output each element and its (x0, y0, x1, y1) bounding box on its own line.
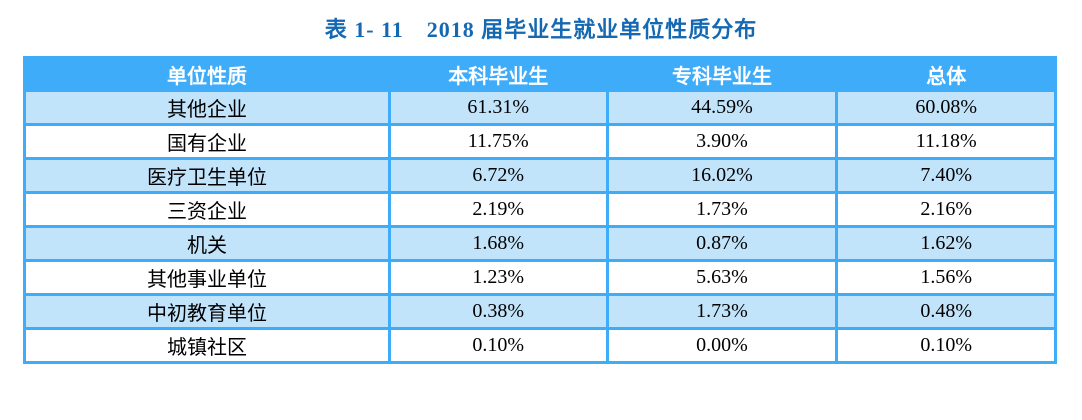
value-cell: 60.08% (835, 89, 1057, 126)
value-cell: 0.48% (835, 293, 1057, 330)
value-cell: 0.00% (605, 327, 839, 364)
value-cell: 1.62% (835, 225, 1057, 262)
row-label-cell: 城镇社区 (23, 327, 391, 364)
table-row: 机关 1.68% 0.87% 1.62% (23, 225, 1057, 262)
value-cell: 1.73% (605, 191, 839, 228)
table-row: 中初教育单位 0.38% 1.73% 0.48% (23, 293, 1057, 330)
row-label-cell: 其他企业 (23, 89, 391, 126)
col-header-junior-college: 专科毕业生 (605, 56, 839, 92)
row-label-cell: 国有企业 (23, 123, 391, 160)
table-title: 表 1- 11 2018 届毕业生就业单位性质分布 (324, 17, 758, 42)
value-cell: 11.18% (835, 123, 1057, 160)
value-cell: 0.10% (835, 327, 1057, 364)
value-cell: 2.16% (835, 191, 1057, 228)
value-cell: 5.63% (605, 259, 839, 296)
value-cell: 11.75% (387, 123, 609, 160)
value-cell: 16.02% (605, 157, 839, 194)
value-cell: 0.10% (387, 327, 609, 364)
table-row: 其他企业 61.31% 44.59% 60.08% (23, 89, 1057, 126)
col-header-overall: 总体 (835, 56, 1057, 92)
value-cell: 6.72% (387, 157, 609, 194)
value-cell: 1.23% (387, 259, 609, 296)
table-row: 三资企业 2.19% 1.73% 2.16% (23, 191, 1057, 228)
value-cell: 3.90% (605, 123, 839, 160)
col-header-undergraduate: 本科毕业生 (387, 56, 609, 92)
value-cell: 7.40% (835, 157, 1057, 194)
table-header-row: 单位性质 本科毕业生 专科毕业生 总体 (23, 56, 1057, 92)
table-row: 其他事业单位 1.23% 5.63% 1.56% (23, 259, 1057, 296)
row-label-cell: 医疗卫生单位 (23, 157, 391, 194)
table-row: 国有企业 11.75% 3.90% 11.18% (23, 123, 1057, 160)
col-header-unit-nature: 单位性质 (23, 56, 391, 92)
table-row: 医疗卫生单位 6.72% 16.02% 7.40% (23, 157, 1057, 194)
value-cell: 1.68% (387, 225, 609, 262)
value-cell: 1.56% (835, 259, 1057, 296)
row-label-cell: 机关 (23, 225, 391, 262)
table-row: 城镇社区 0.10% 0.00% 0.10% (23, 327, 1057, 364)
row-label-cell: 其他事业单位 (23, 259, 391, 296)
row-label-cell: 三资企业 (23, 191, 391, 228)
value-cell: 0.87% (605, 225, 839, 262)
value-cell: 1.73% (605, 293, 839, 330)
value-cell: 61.31% (387, 89, 609, 126)
employment-unit-nature-table: 单位性质 本科毕业生 专科毕业生 总体 其他企业 61.31% 44.59% 60.0… (23, 56, 1057, 364)
row-label-cell: 中初教育单位 (23, 293, 391, 330)
value-cell: 0.38% (387, 293, 609, 330)
table-body: 其他企业 61.31% 44.59% 60.08% 国有企业 11.75% 3.90% 11.… (23, 89, 1057, 364)
value-cell: 44.59% (605, 89, 839, 126)
value-cell: 2.19% (387, 191, 609, 228)
